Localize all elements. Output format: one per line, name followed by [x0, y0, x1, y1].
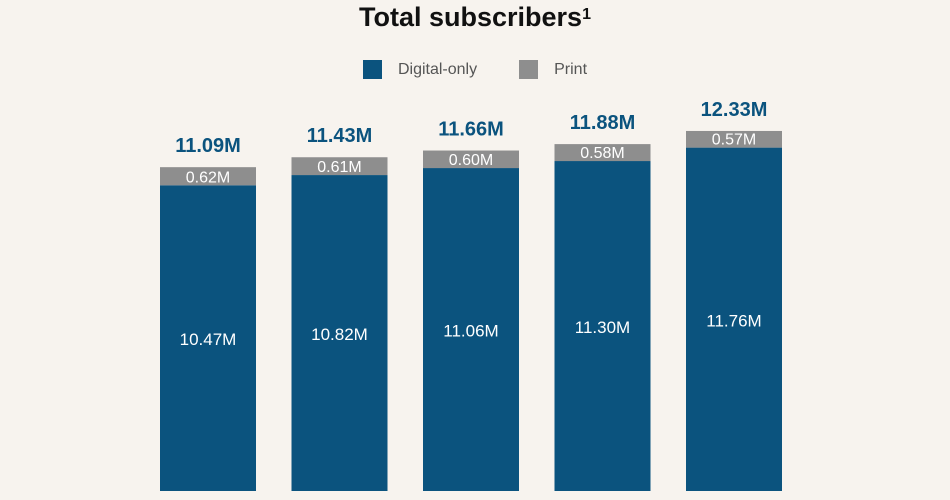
- data-label-total: 11.88M: [570, 112, 636, 134]
- data-label-digital: 10.82M: [311, 325, 368, 344]
- legend-item-print: Print: [519, 60, 587, 79]
- legend-label-digital: Digital-only: [397, 60, 478, 78]
- title-footnote-marker: 1: [582, 6, 591, 23]
- bar-print: [160, 167, 256, 186]
- chart-title: Total subscribers1: [0, 0, 950, 34]
- bar-digital: [554, 161, 651, 492]
- bar-print: [686, 130, 782, 148]
- bar-digital: [291, 175, 388, 491]
- data-label-total: 11.43M: [307, 125, 373, 147]
- data-label-digital: 11.76M: [706, 311, 761, 330]
- bar-print: [291, 157, 388, 176]
- bar-print: [423, 150, 519, 169]
- data-label-digital: 10.47M: [180, 330, 237, 349]
- data-label-print: 0.57M: [712, 132, 756, 149]
- bar-print: [554, 144, 651, 162]
- legend-swatch-digital: [362, 60, 382, 79]
- legend: Digital-only Print: [0, 60, 950, 79]
- bar-digital: [423, 168, 519, 491]
- bar-digital: [686, 147, 782, 491]
- data-label-print: 0.61M: [317, 159, 361, 176]
- data-label-total: 11.09M: [175, 135, 241, 157]
- data-label-digital: 11.30M: [575, 318, 630, 337]
- bar-digital: [160, 185, 256, 491]
- chart-title-text: Total subscribers: [359, 2, 583, 32]
- data-label-total: 11.66M: [438, 119, 504, 141]
- data-label-total: 12.33M: [701, 99, 768, 121]
- legend-swatch-print: [519, 60, 539, 79]
- data-label-print: 0.60M: [449, 152, 493, 169]
- data-label-digital: 11.06M: [443, 322, 498, 341]
- legend-label-print: Print: [554, 60, 588, 78]
- legend-item-digital: Digital-only: [362, 60, 478, 79]
- data-label-print: 0.62M: [186, 169, 230, 186]
- data-label-print: 0.58M: [580, 145, 624, 162]
